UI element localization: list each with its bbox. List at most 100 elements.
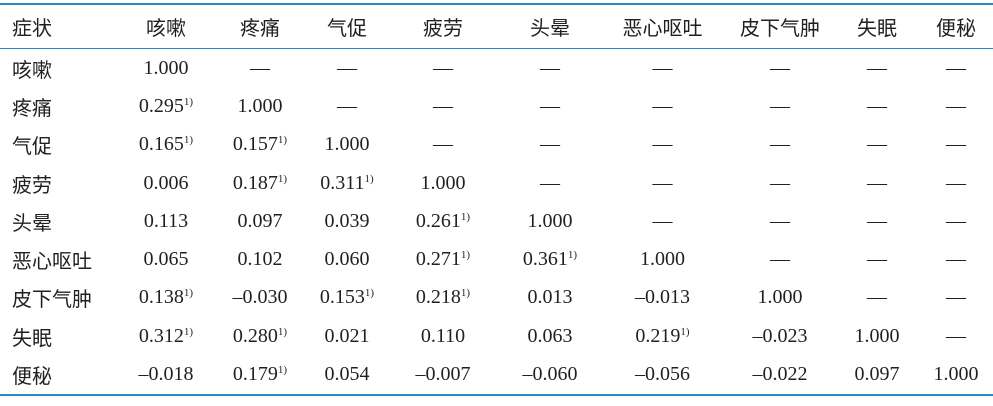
significance-mark: 1) (277, 325, 288, 338)
table-cell: — (433, 94, 453, 117)
table-cell: 0.3121) (120, 317, 212, 355)
table-cell: — (867, 94, 887, 117)
table-cell: — (540, 56, 560, 79)
row-label: 疲劳 (12, 174, 52, 197)
table-cell: 0.021 (324, 324, 370, 347)
table-cell: 1.000 (143, 56, 189, 79)
cell-value: 0.271 (415, 248, 461, 271)
header-cell: 症状 (0, 4, 120, 49)
table-cell: 0.3611) (500, 240, 600, 278)
row-label: 恶心呕吐 (12, 251, 92, 274)
significance-mark: 1) (364, 287, 375, 300)
table-cell: — (652, 94, 673, 117)
page: 症状 咳嗽 疼痛 气促 疲劳 头晕 恶心呕吐 皮下气肿 失眠 便秘 咳嗽 1.000 — — — — — — — —… (0, 3, 993, 406)
table-cell: — (770, 94, 790, 117)
cell-value: 0.280 (232, 324, 278, 347)
table-cell: 0.1531) (308, 279, 386, 317)
table-row: 恶心呕吐 0.065 0.102 0.060 0.2711) 0.3611) 1.000— —… (0, 240, 993, 278)
row-label: 皮下气肿 (12, 289, 92, 312)
table-cell: 1.000 (854, 324, 900, 347)
table-cell: –0.056 (635, 363, 690, 386)
cell-value: 0.311 (320, 171, 365, 194)
table-cell: 0.006 (143, 171, 189, 194)
table-cell: — (433, 56, 453, 79)
table-cell: — (867, 286, 887, 309)
table-cell: — (770, 133, 790, 156)
table-cell: 0.1791) (212, 355, 308, 394)
table-cell: 0.2191) (600, 317, 725, 355)
table-cell: 1.000 (527, 209, 573, 232)
table-row: 头晕 0.113 0.097 0.039 0.2611) 1.000 — — — — (0, 202, 993, 240)
table-cell: 1.000 (420, 171, 466, 194)
table-cell: — (867, 248, 887, 271)
table-cell: –0.018 (138, 363, 194, 386)
cell-value: 0.165 (138, 133, 184, 156)
table-row: 疲劳 0.006 0.1871) 0.3111) 1.000— — — — — (0, 164, 993, 202)
table-row: 失眠 0.3121) 0.2801) 0.021 0.110 0.063 0.2191) –0… (0, 317, 993, 355)
table-cell: 0.113 (143, 209, 189, 232)
table-cell: 0.013 (527, 286, 573, 309)
table-cell: — (770, 248, 790, 271)
table-cell: 0.3111) (308, 164, 386, 202)
table-cell: 0.1571) (212, 126, 308, 164)
table-cell: 0.2611) (386, 202, 500, 240)
row-label: 气促 (12, 136, 52, 159)
significance-mark: 1) (364, 172, 374, 185)
table-cell: — (337, 56, 357, 79)
cell-value: 0.261 (415, 209, 461, 232)
table-cell: — (540, 94, 560, 117)
cell-value: 0.218 (415, 286, 461, 309)
cell-value: 0.312 (138, 324, 184, 347)
header-cell: 头晕 (500, 4, 600, 49)
header-row: 症状 咳嗽 疼痛 气促 疲劳 头晕 恶心呕吐 皮下气肿 失眠 便秘 (0, 4, 993, 49)
cell-value: 0.219 (635, 324, 681, 347)
table-cell: –0.007 (415, 363, 471, 386)
table-cell: — (946, 248, 966, 271)
significance-mark: 1) (277, 364, 288, 377)
table-cell: — (946, 94, 966, 117)
header-cell: 失眠 (835, 4, 919, 49)
significance-mark: 1) (567, 249, 578, 262)
table-cell: — (540, 171, 560, 194)
table-cell: — (770, 209, 790, 232)
cell-value: 0.187 (232, 171, 278, 194)
table-cell: 0.060 (324, 248, 370, 271)
table-cell: 1.000 (237, 94, 283, 117)
header-cell: 恶心呕吐 (600, 4, 725, 49)
correlation-table: 症状 咳嗽 疼痛 气促 疲劳 头晕 恶心呕吐 皮下气肿 失眠 便秘 咳嗽 1.000 — — — — — — — —… (0, 3, 993, 396)
table-row: 疼痛 0.2951) 1.000 — — — — — — — (0, 87, 993, 125)
table-row: 咳嗽 1.000 — — — — — — — — (0, 49, 993, 88)
table-cell: — (652, 171, 673, 194)
table-cell: –0.023 (752, 324, 808, 347)
table-cell: –0.022 (752, 363, 808, 386)
cell-value: 0.153 (319, 286, 365, 309)
significance-mark: 1) (460, 287, 471, 300)
table-cell: 0.054 (324, 363, 370, 386)
table-cell: — (770, 171, 790, 194)
table-row: 气促 0.1651) 0.1571) 1.000— — — — — — (0, 126, 993, 164)
table-row: 便秘 –0.018 0.1791) 0.054 –0.007 –0.060 –0.056 –0… (0, 355, 993, 394)
table-cell: — (337, 94, 357, 117)
table-cell: — (770, 56, 790, 79)
table-row: 皮下气肿 0.1381) –0.030 0.1531) 0.2181) 0.013 –0.0… (0, 279, 993, 317)
table-cell: — (867, 171, 887, 194)
table-cell: — (946, 324, 966, 347)
table-cell: 0.2711) (386, 240, 500, 278)
significance-mark: 1) (183, 325, 194, 338)
table-cell: — (867, 56, 887, 79)
table-cell: –0.030 (232, 286, 288, 309)
table-cell: 0.1651) (120, 126, 212, 164)
header-cell: 皮下气肿 (725, 4, 835, 49)
significance-mark: 1) (680, 325, 690, 338)
header-cell: 咳嗽 (120, 4, 212, 49)
table-cell: — (540, 133, 560, 156)
significance-mark: 1) (183, 134, 194, 147)
table-cell: 0.2801) (212, 317, 308, 355)
row-label: 失眠 (12, 327, 52, 350)
significance-mark: 1) (183, 287, 194, 300)
table-cell: — (652, 209, 673, 232)
significance-mark: 1) (277, 172, 288, 185)
table-cell: 0.2181) (386, 279, 500, 317)
table-cell: 0.097 (237, 209, 283, 232)
significance-mark: 1) (277, 134, 288, 147)
